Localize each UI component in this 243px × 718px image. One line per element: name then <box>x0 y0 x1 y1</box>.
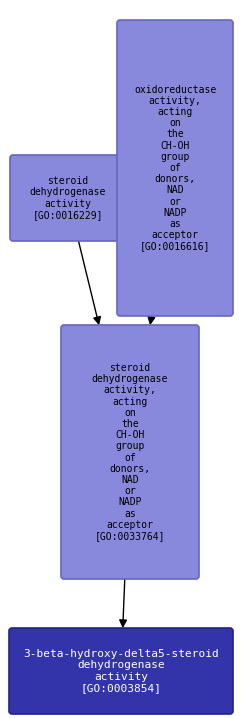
FancyBboxPatch shape <box>61 325 199 579</box>
Text: oxidoreductase
activity,
acting
on
the
CH-OH
group
of
donors,
NAD
or
NADP
as
acc: oxidoreductase activity, acting on the C… <box>134 85 216 251</box>
Text: steroid
dehydrogenase
activity
[GO:0016229]: steroid dehydrogenase activity [GO:00162… <box>30 176 106 220</box>
FancyBboxPatch shape <box>10 155 126 241</box>
Text: 3-beta-hydroxy-delta5-steroid
dehydrogenase
activity
[GO:0003854]: 3-beta-hydroxy-delta5-steroid dehydrogen… <box>23 649 219 693</box>
FancyBboxPatch shape <box>117 20 233 316</box>
Text: steroid
dehydrogenase
activity,
acting
on
the
CH-OH
group
of
donors,
NAD
or
NADP: steroid dehydrogenase activity, acting o… <box>92 363 168 541</box>
FancyBboxPatch shape <box>9 628 233 714</box>
